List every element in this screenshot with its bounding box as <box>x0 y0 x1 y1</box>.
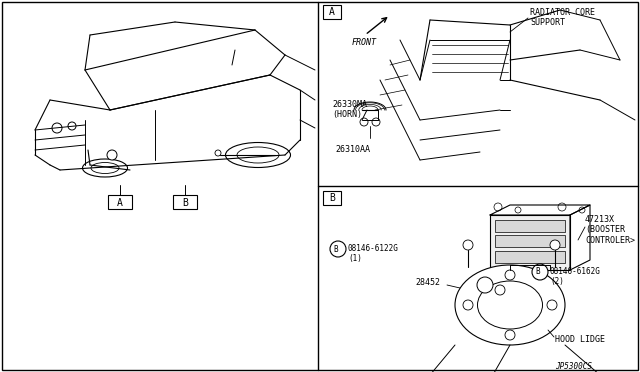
Text: FRONT: FRONT <box>352 38 377 47</box>
Bar <box>495 235 565 247</box>
Circle shape <box>505 330 515 340</box>
Text: B: B <box>536 267 540 276</box>
Bar <box>323 5 341 19</box>
Text: 47213X
(BOOSTER
CONTROLER>: 47213X (BOOSTER CONTROLER> <box>585 215 635 245</box>
Circle shape <box>579 207 585 213</box>
Circle shape <box>372 118 380 126</box>
Text: RADIATOR CORE
SUPPORT: RADIATOR CORE SUPPORT <box>530 8 595 28</box>
Bar <box>108 195 132 209</box>
Ellipse shape <box>225 142 291 167</box>
Bar <box>490 215 570 270</box>
Text: 08146-6162G
(2): 08146-6162G (2) <box>550 267 601 286</box>
Circle shape <box>532 264 548 280</box>
Text: A: A <box>117 198 123 208</box>
Circle shape <box>215 150 221 156</box>
Circle shape <box>68 122 76 130</box>
Circle shape <box>463 300 473 310</box>
Text: B: B <box>329 193 335 203</box>
Circle shape <box>558 203 566 211</box>
Bar <box>495 220 565 232</box>
Text: 26310AA: 26310AA <box>335 145 370 154</box>
Text: 26330MA
(HORN): 26330MA (HORN) <box>332 100 367 119</box>
Text: 08146-6122G
(1): 08146-6122G (1) <box>348 244 399 263</box>
Circle shape <box>463 240 473 250</box>
Ellipse shape <box>237 147 279 163</box>
Circle shape <box>505 270 515 280</box>
Bar <box>495 251 565 263</box>
Circle shape <box>52 123 62 133</box>
Circle shape <box>550 240 560 250</box>
Text: B: B <box>182 198 188 208</box>
Text: B: B <box>333 244 339 253</box>
Bar <box>323 191 341 205</box>
Circle shape <box>494 203 502 211</box>
Circle shape <box>515 207 521 213</box>
Circle shape <box>477 277 493 293</box>
Circle shape <box>360 118 368 126</box>
Ellipse shape <box>83 159 127 177</box>
Text: JP5300CS: JP5300CS <box>555 362 592 371</box>
Circle shape <box>107 150 117 160</box>
Text: HOOD LIDGE: HOOD LIDGE <box>555 335 605 344</box>
Circle shape <box>495 285 505 295</box>
Ellipse shape <box>91 163 119 173</box>
Text: 28452: 28452 <box>415 278 440 287</box>
Text: A: A <box>329 7 335 17</box>
Circle shape <box>330 241 346 257</box>
Ellipse shape <box>477 281 543 329</box>
Circle shape <box>547 300 557 310</box>
Bar <box>173 195 197 209</box>
Ellipse shape <box>455 265 565 345</box>
